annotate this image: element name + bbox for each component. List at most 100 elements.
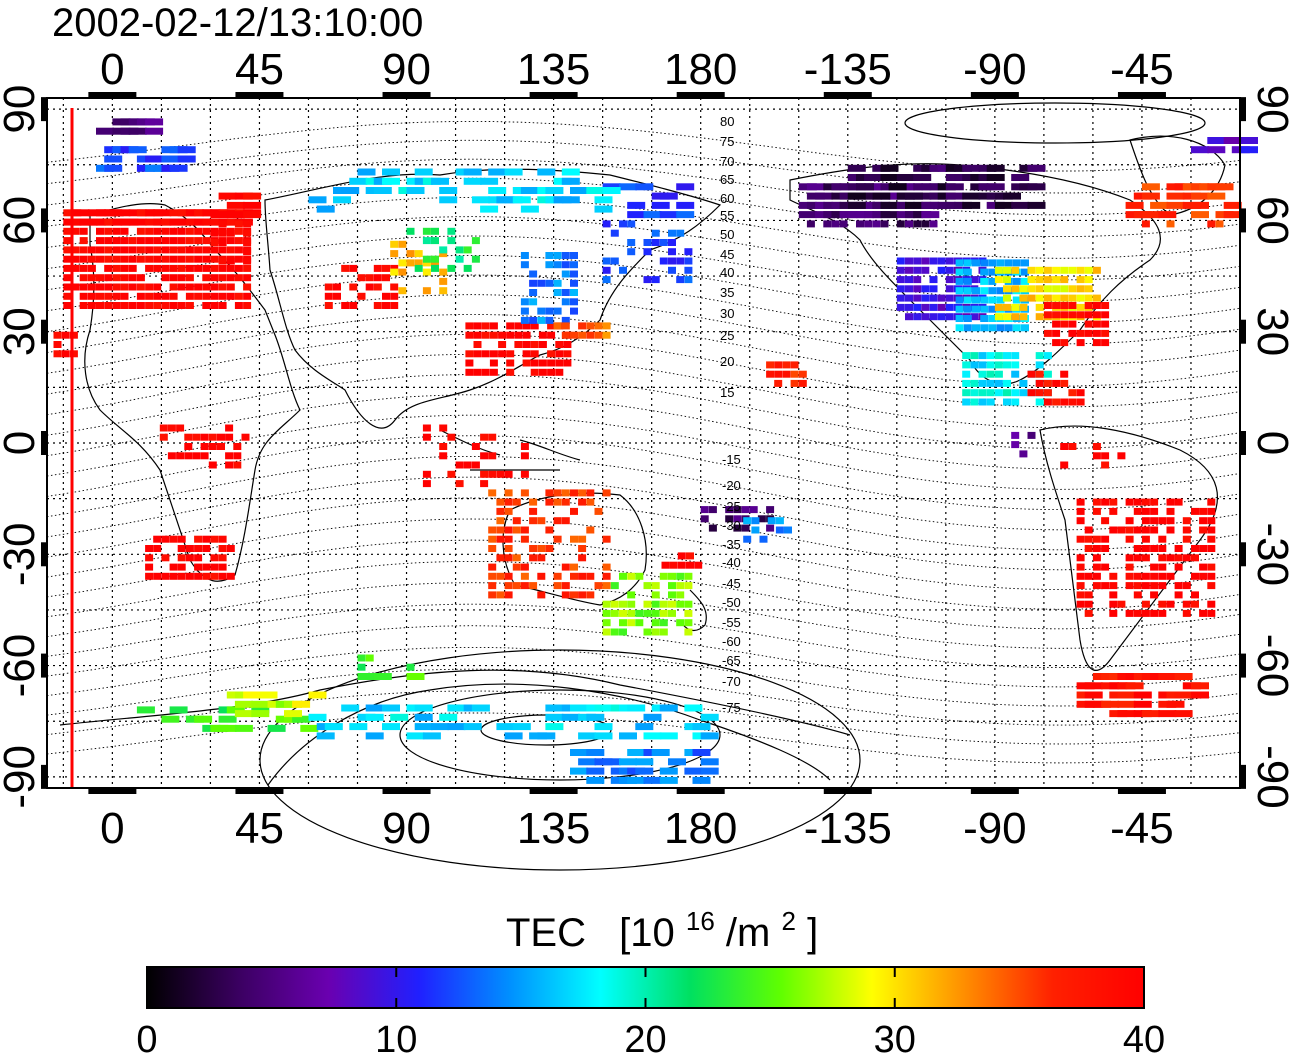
tec-cell xyxy=(96,237,104,245)
tec-cell xyxy=(104,283,113,291)
tec-cell xyxy=(1084,600,1093,608)
contour-line xyxy=(46,560,1241,630)
frame-tick-bar xyxy=(1241,319,1246,344)
tec-cell xyxy=(1141,526,1150,534)
tec-cell xyxy=(643,600,652,608)
tec-cell xyxy=(496,591,505,599)
tec-cell xyxy=(1003,361,1011,369)
contour-line xyxy=(46,353,1241,429)
tec-cell xyxy=(962,352,971,360)
tec-cell xyxy=(1174,498,1183,506)
tec-cell xyxy=(1035,352,1044,360)
contour-line xyxy=(46,646,1241,707)
tec-cell xyxy=(1092,545,1101,552)
tec-cell xyxy=(1027,164,1046,172)
tec-cell xyxy=(619,600,627,608)
tec-cell xyxy=(955,259,964,267)
tec-cell xyxy=(1182,535,1191,543)
tec-cell xyxy=(986,183,1005,191)
tec-cell xyxy=(498,331,507,339)
tec-cell xyxy=(978,379,987,387)
tec-cell xyxy=(684,619,693,627)
tec-cell xyxy=(553,307,562,315)
tec-cell xyxy=(733,506,742,514)
tec-cell xyxy=(1084,311,1093,319)
tec-cell xyxy=(684,266,693,274)
tec-cell xyxy=(896,257,905,265)
tec-cell xyxy=(512,554,521,562)
tec-cell xyxy=(185,554,194,562)
tec-cell xyxy=(635,183,654,191)
tec-cell xyxy=(1166,220,1175,228)
tec-cell xyxy=(627,572,636,580)
tec-cell xyxy=(520,582,529,590)
tec-cell xyxy=(177,155,196,163)
tec-cell xyxy=(561,563,570,571)
tec-cell xyxy=(112,255,121,263)
tec-cell xyxy=(1133,572,1142,580)
contour-line xyxy=(46,497,1241,571)
tec-cell xyxy=(87,274,96,282)
frame-tick-bar xyxy=(235,92,284,97)
tec-cell xyxy=(169,535,178,543)
tec-cell xyxy=(1191,682,1209,690)
tec-cell xyxy=(177,255,186,263)
tec-cell xyxy=(357,274,366,282)
tec-cell xyxy=(177,264,186,272)
tec-cell xyxy=(594,732,613,740)
tec-cell xyxy=(578,554,587,562)
tec-cell xyxy=(161,255,170,263)
tec-cell xyxy=(71,227,80,235)
tec-cell xyxy=(921,294,930,302)
tec-cell xyxy=(1207,526,1216,534)
tec-cell xyxy=(537,279,546,287)
frame-tick-bar xyxy=(1117,789,1166,794)
tec-cell xyxy=(341,302,350,309)
tec-cell xyxy=(1101,339,1110,347)
tec-cell xyxy=(962,164,981,172)
tec-cell xyxy=(1092,572,1101,580)
tec-cell xyxy=(177,237,186,245)
tec-cell xyxy=(1174,554,1183,562)
tec-cell xyxy=(1003,294,1011,302)
colorbar-ticks: 0 10 20 30 40 xyxy=(136,967,1165,1061)
tec-cell xyxy=(921,303,930,311)
contour-line xyxy=(46,455,1241,531)
tec-cell xyxy=(962,389,971,397)
tec-cell xyxy=(1150,526,1159,534)
tec-cell xyxy=(1133,609,1142,617)
tec-cell xyxy=(480,470,489,478)
tec-cell xyxy=(1003,313,1011,321)
contour-line xyxy=(46,158,1241,216)
tec-cell xyxy=(619,758,637,766)
contour-value-label: -40 xyxy=(722,555,741,570)
tec-cell xyxy=(676,591,685,599)
tec-cell xyxy=(153,227,162,235)
tec-cell xyxy=(545,526,554,534)
tec-cell xyxy=(545,316,554,324)
tec-cell xyxy=(627,201,646,209)
tec-cell xyxy=(488,545,497,552)
tec-cell xyxy=(422,259,431,267)
tec-cell xyxy=(708,506,717,514)
tec-cell xyxy=(972,287,980,295)
tec-cell xyxy=(463,246,472,254)
tec-cell xyxy=(676,600,685,608)
tec-cell xyxy=(177,572,186,580)
tec-cell xyxy=(169,563,178,571)
tec-cell xyxy=(439,452,448,460)
tec-cell xyxy=(594,205,613,213)
tec-cell xyxy=(349,723,368,731)
tec-cell xyxy=(529,498,538,506)
tec-cell xyxy=(972,324,980,332)
tec-cell xyxy=(1052,339,1061,347)
tec-cell xyxy=(1109,600,1118,608)
tec-cell xyxy=(512,517,521,525)
tec-cell xyxy=(414,264,423,272)
tec-cell xyxy=(996,296,1005,304)
tec-cell xyxy=(1084,329,1093,337)
tec-cell xyxy=(978,370,987,378)
tec-cell xyxy=(1101,563,1110,571)
tec-cell xyxy=(963,296,972,304)
tec-cell xyxy=(473,341,482,348)
